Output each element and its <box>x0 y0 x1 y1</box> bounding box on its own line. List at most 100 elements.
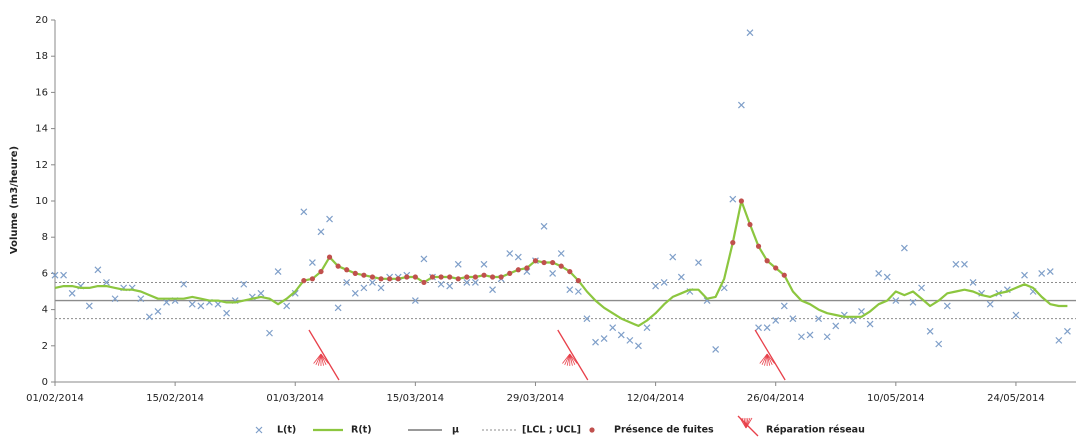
repair-fan <box>313 353 322 364</box>
leak-dot <box>507 270 513 276</box>
cross-marker <box>85 302 93 310</box>
x-tick-label: 12/04/2014 <box>627 393 685 404</box>
repair-fan <box>759 353 768 364</box>
y-tick-label: 0 <box>42 377 48 388</box>
x-tick-label: 01/03/2014 <box>266 393 324 404</box>
y-tick-label: 12 <box>35 160 48 171</box>
y-tick-label: 16 <box>35 87 48 98</box>
x-tick-label: 01/02/2014 <box>26 393 84 404</box>
cross-marker <box>763 324 771 332</box>
legend-label: L(t) <box>277 425 296 436</box>
leak-dot <box>395 276 401 282</box>
repair-fan <box>569 353 578 364</box>
leak-dot <box>429 274 436 280</box>
legend-swatch <box>737 415 759 437</box>
leak-dot <box>524 265 530 271</box>
cross-marker <box>214 300 222 308</box>
cross-marker <box>360 284 368 292</box>
y-tick-label: 10 <box>35 196 48 207</box>
cross-marker <box>326 215 333 223</box>
x-tick-label: 29/03/2014 <box>507 393 565 404</box>
cross-marker <box>283 302 291 310</box>
leak-dot <box>558 263 564 269</box>
repair-fan <box>320 353 329 364</box>
cross-marker <box>746 29 754 37</box>
leak-dot <box>764 258 770 264</box>
cross-marker <box>334 304 342 312</box>
repair-fan <box>566 353 571 366</box>
cross-marker <box>815 315 823 323</box>
cross-marker <box>51 271 59 279</box>
cross-marker <box>1063 327 1071 335</box>
cross-marker <box>600 335 608 342</box>
cross-marker <box>849 317 857 324</box>
cross-marker <box>858 307 865 315</box>
cross-marker <box>480 260 488 268</box>
cross-marker <box>197 302 205 310</box>
leak-dot <box>738 198 744 204</box>
cross-marker <box>772 317 780 324</box>
repair-stroke <box>308 329 340 381</box>
cross-marker <box>712 345 720 353</box>
repair-fan <box>569 353 573 366</box>
cross-marker <box>308 259 316 266</box>
cross-marker <box>643 324 651 332</box>
leak-dot <box>309 276 315 282</box>
cross-marker <box>343 279 351 286</box>
repair-fan <box>761 353 768 366</box>
cross-marker <box>918 284 925 292</box>
leak-dot <box>464 274 470 280</box>
repair-fan <box>317 353 322 366</box>
cross-marker <box>609 324 617 332</box>
cross-marker <box>669 253 677 261</box>
cross-marker <box>737 101 745 109</box>
cross-marker <box>463 279 471 286</box>
leak-dot <box>575 278 581 284</box>
x-tick-label: 15/03/2014 <box>387 393 445 404</box>
cross-marker <box>255 426 263 434</box>
cross-marker <box>68 289 76 297</box>
repair-stroke <box>737 415 759 437</box>
cross-marker <box>291 289 299 297</box>
cross-marker <box>240 280 248 288</box>
cross-marker <box>145 313 153 321</box>
cross-marker <box>875 269 883 277</box>
repair-fan <box>315 353 322 366</box>
legend-swatch <box>589 427 595 433</box>
repair-fan <box>562 353 571 364</box>
cross-marker <box>961 260 968 268</box>
x-tick-label: 24/05/2014 <box>987 393 1045 404</box>
cross-marker <box>446 282 454 290</box>
x-tick-label: 15/02/2014 <box>146 393 204 404</box>
leak-dot <box>532 258 539 264</box>
cross-marker <box>892 297 900 304</box>
cross-marker <box>729 195 737 203</box>
y-tick-label: 18 <box>35 51 48 62</box>
leak-dot <box>489 274 496 280</box>
leak-dot <box>421 279 427 286</box>
leak-dot <box>352 270 358 276</box>
leak-dot <box>404 274 410 280</box>
cross-marker <box>789 315 797 323</box>
y-tick-label: 2 <box>42 341 48 352</box>
cross-marker <box>557 250 565 257</box>
repair-fan <box>745 417 753 429</box>
leak-dot <box>369 274 376 280</box>
leak-dot <box>730 240 736 246</box>
repair-marker <box>557 329 589 381</box>
leak-dot <box>378 276 384 282</box>
cross-marker <box>780 302 788 310</box>
repair-fan <box>766 353 773 366</box>
repair-fan <box>564 353 571 366</box>
leak-dot <box>447 274 453 280</box>
leak-dot <box>326 254 333 260</box>
cross-marker <box>952 260 960 268</box>
cross-marker <box>969 279 977 286</box>
cross-marker <box>652 282 660 290</box>
cross-marker <box>351 289 359 297</box>
cross-marker <box>188 300 196 308</box>
cross-marker <box>103 279 110 286</box>
repair-stroke <box>754 329 786 381</box>
cross-marker <box>720 284 728 292</box>
